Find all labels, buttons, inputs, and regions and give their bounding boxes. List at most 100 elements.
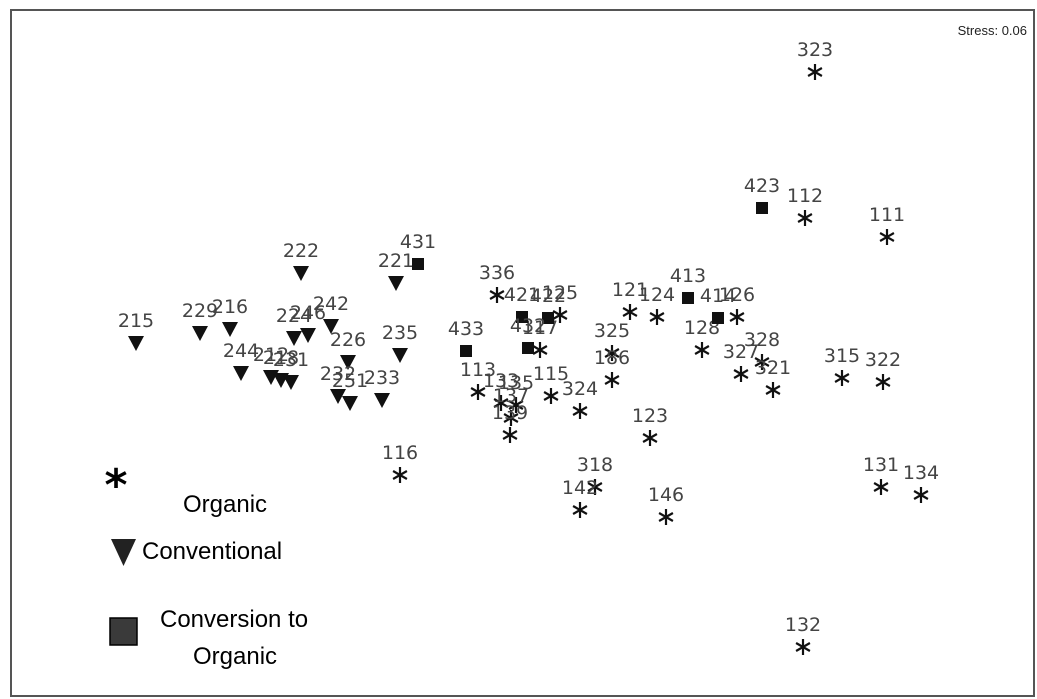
point-label-137: 137: [493, 385, 529, 407]
point-label-124: 124: [639, 284, 675, 306]
point-marker-244: [233, 366, 249, 381]
legend-conversion-marker-icon: [109, 617, 138, 646]
legend-conversion-label: Conversion to: [160, 606, 309, 633]
point-marker-137: [503, 410, 519, 426]
point-label-221: 221: [378, 250, 414, 272]
point-marker-235: [392, 348, 408, 363]
point-marker-116: [392, 467, 408, 483]
point-marker-222: [293, 266, 309, 281]
point-marker-112: [797, 210, 813, 226]
point-marker-413: [682, 292, 694, 304]
point-marker-324: [572, 403, 588, 419]
point-marker-216: [222, 322, 238, 337]
point-marker-321: [765, 382, 781, 398]
point-marker-126: [729, 309, 745, 325]
point-label-413: 413: [670, 265, 706, 287]
legend: *: [104, 460, 138, 646]
point-label-111: 111: [869, 204, 905, 226]
point-marker-251: [342, 396, 358, 411]
point-label-318: 318: [577, 454, 613, 476]
point-marker-246: [300, 328, 316, 343]
point-marker-186: [604, 372, 620, 388]
point-label-231: 231: [273, 349, 309, 371]
point-marker-433: [460, 345, 472, 357]
point-label-229: 229: [182, 300, 218, 322]
point-label-421: 421: [504, 284, 540, 306]
point-marker-133: [493, 395, 509, 411]
point-label-232: 232: [320, 363, 356, 385]
point-marker-414: [712, 312, 724, 324]
legend-conversion-label-line2: Organic: [193, 643, 278, 670]
point-marker-327: [733, 366, 749, 382]
point-label-133: 133: [483, 370, 519, 392]
point-marker-142: [572, 502, 588, 518]
point-marker-135: [508, 397, 524, 413]
point-marker-431: [412, 258, 424, 270]
point-label-422: 422: [530, 285, 566, 307]
point-marker-421: [516, 311, 528, 323]
point-label-414: 414: [700, 285, 736, 307]
point-label-139: 139: [492, 402, 528, 424]
point-label-324: 324: [562, 378, 598, 400]
point-label-121: 121: [612, 279, 648, 301]
point-marker-111: [879, 229, 895, 245]
point-label-212: 212: [253, 344, 289, 366]
point-label-186: 186: [594, 347, 630, 369]
legend-organic-marker-icon: *: [104, 460, 127, 511]
point-label-216: 216: [212, 296, 248, 318]
point-label-246: 246: [290, 302, 326, 324]
point-label-322: 322: [865, 349, 901, 371]
point-label-433: 433: [448, 318, 484, 340]
point-label-113: 113: [460, 359, 496, 381]
point-marker-323: [807, 64, 823, 80]
point-label-323: 323: [797, 39, 833, 61]
point-label-218: 218: [263, 347, 299, 369]
point-marker-226: [340, 355, 356, 370]
point-label-321: 321: [755, 357, 791, 379]
point-label-135: 135: [498, 372, 534, 394]
point-label-235: 235: [382, 322, 418, 344]
point-label-242: 242: [313, 293, 349, 315]
point-label-112: 112: [787, 185, 823, 207]
point-marker-232: [330, 389, 346, 404]
point-marker-134: [913, 487, 929, 503]
point-label-226: 226: [330, 329, 366, 351]
point-marker-233: [374, 393, 390, 408]
point-label-131: 131: [863, 454, 899, 476]
point-label-115: 115: [533, 363, 569, 385]
point-marker-125: [552, 307, 568, 323]
point-marker-215: [128, 336, 144, 351]
point-marker-336: [489, 287, 505, 303]
point-marker-124: [649, 309, 665, 325]
point-label-126: 126: [719, 284, 755, 306]
point-marker-242: [323, 319, 339, 334]
point-marker-322: [875, 374, 891, 390]
point-marker-422: [542, 312, 554, 324]
point-marker-231: [283, 375, 299, 390]
point-label-328: 328: [744, 329, 780, 351]
point-marker-132: [795, 639, 811, 655]
point-label-327: 327: [723, 341, 759, 363]
legend-conventional-label: Conventional: [142, 538, 283, 565]
point-marker-139: [502, 427, 518, 443]
point-label-244: 244: [223, 340, 259, 362]
point-label-116: 116: [382, 442, 418, 464]
point-marker-315: [834, 370, 850, 386]
point-label-233: 233: [364, 367, 400, 389]
point-label-222: 222: [283, 240, 319, 262]
point-label-125: 125: [542, 282, 578, 304]
point-marker-113: [470, 384, 486, 400]
point-marker-146: [658, 509, 674, 525]
point-marker-221: [388, 276, 404, 291]
point-label-336: 336: [479, 262, 515, 284]
point-label-123: 123: [632, 405, 668, 427]
point-label-142: 142: [562, 477, 598, 499]
point-label-128: 128: [684, 317, 720, 339]
point-label-325: 325: [594, 320, 630, 342]
point-marker-121: [622, 304, 638, 320]
point-marker-224: [286, 331, 302, 346]
legend-conventional-marker-icon: [111, 539, 136, 566]
point-label-134: 134: [903, 462, 939, 484]
